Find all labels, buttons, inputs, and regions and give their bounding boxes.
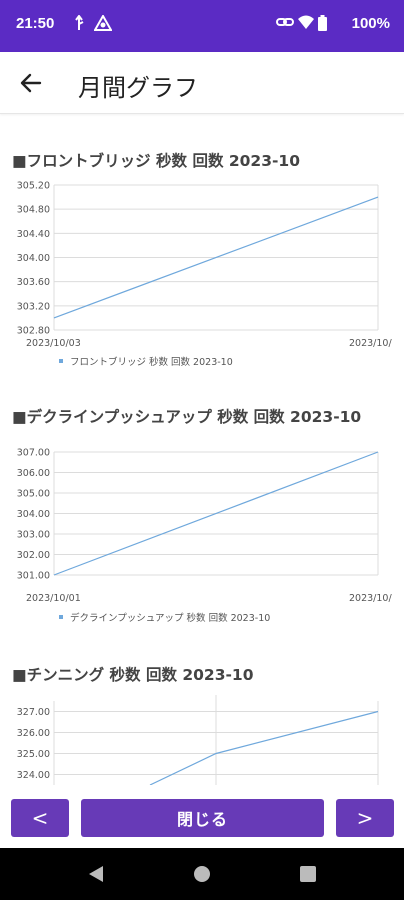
y-tick-label: 303.00 — [17, 530, 50, 541]
close-button[interactable]: 閉じる — [81, 799, 324, 837]
y-tick-label: 304.00 — [17, 253, 50, 264]
y-tick-label: 304.80 — [17, 205, 50, 216]
y-tick-label: 305.00 — [17, 489, 50, 500]
section-title: ■フロントブリッジ 秒数 回数 2023-10 — [12, 152, 300, 170]
y-tick-label: 304.00 — [17, 509, 50, 520]
usb-icon — [72, 14, 86, 35]
y-tick-label: 305.20 — [17, 181, 50, 192]
legend-swatch — [59, 615, 63, 619]
status-bar: 21:50 100% — [0, 0, 404, 52]
status-time: 21:50 — [16, 15, 55, 32]
prev-month-button[interactable]: < — [11, 799, 69, 837]
y-tick-label: 307.00 — [17, 448, 50, 459]
y-tick-label: 327.00 — [17, 707, 50, 718]
section-title: ■チンニング 秒数 回数 2023-10 — [12, 666, 254, 684]
nav-recents-icon[interactable] — [296, 862, 320, 886]
y-tick-label: 303.20 — [17, 301, 50, 312]
chart-list[interactable]: ■フロントブリッジ 秒数 回数 2023-10 305.20 304.80 304.… — [0, 115, 404, 785]
nav-home-icon[interactable] — [190, 862, 214, 886]
y-tick-label: 325.00 — [17, 749, 50, 760]
page-title: 月間グラフ — [78, 74, 198, 102]
back-button[interactable] — [12, 64, 50, 102]
link-icon — [276, 15, 294, 33]
x-tick-label: 2023/10/03 — [26, 338, 81, 349]
x-tick-label: 2023/10/01 — [26, 593, 81, 604]
chart-chinning: 327.00 326.00 325.00 324.00 — [17, 695, 379, 785]
vpn-icon — [93, 13, 113, 35]
legend-label: デクラインプッシュアップ 秒数 回数 2023-10 — [70, 612, 270, 624]
system-nav-bar — [0, 848, 404, 900]
legend-swatch — [59, 359, 63, 363]
battery-icon — [318, 15, 327, 35]
section-title: ■デクラインプッシュアップ 秒数 回数 2023-10 — [12, 408, 362, 426]
series-line — [53, 451, 379, 576]
app-bar: 月間グラフ — [0, 52, 404, 114]
y-tick-label: 324.00 — [17, 770, 50, 781]
x-tick-label: 2023/10/ — [349, 593, 392, 604]
wifi-icon — [298, 15, 314, 33]
bottom-bar: < 閉じる > — [0, 785, 404, 848]
y-tick-label: 302.00 — [17, 550, 50, 561]
next-month-button[interactable]: > — [336, 799, 394, 837]
nav-back-icon[interactable] — [84, 862, 108, 886]
y-tick-label: 303.60 — [17, 277, 50, 288]
arrow-left-icon — [20, 73, 42, 93]
series-line — [53, 196, 379, 319]
y-tick-label: 304.40 — [17, 229, 50, 240]
legend-label: フロントブリッジ 秒数 回数 2023-10 — [70, 356, 233, 368]
y-tick-label: 301.00 — [17, 571, 50, 582]
y-tick-label: 302.80 — [17, 326, 50, 337]
y-tick-label: 326.00 — [17, 728, 50, 739]
x-tick-label: 2023/10/ — [349, 338, 392, 349]
y-tick-label: 306.00 — [17, 468, 50, 479]
series-line — [149, 710, 379, 785]
chart-front-bridge: 305.20 304.80 304.40 304.00 303.60 303.20 302.… — [17, 181, 393, 369]
chart-decline-pushup: 307.00 306.00 305.00 304.00 303.00 302.00 301.… — [17, 448, 393, 625]
battery-level: 100% — [351, 15, 390, 32]
